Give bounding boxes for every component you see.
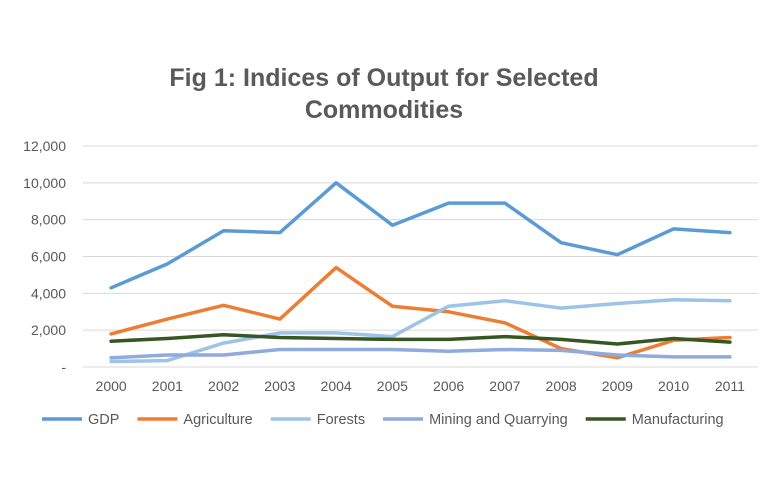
y-tick-label: 4,000: [31, 285, 66, 301]
x-tick-label: 2001: [152, 378, 183, 394]
legend-label-gdp: GDP: [88, 412, 119, 428]
chart-title-line-2: Commodities: [304, 96, 464, 124]
y-tick-label: -: [61, 359, 66, 375]
legend-label-mining-and-quarrying: Mining and Quarrying: [429, 412, 568, 428]
x-tick-label: 2006: [433, 378, 464, 394]
series-line-forests: [109, 298, 732, 364]
series-line-manufacturing: [109, 333, 732, 346]
legend-label-forests: Forests: [317, 412, 365, 428]
x-tick-label: 2009: [602, 378, 633, 394]
x-tick-label: 2002: [208, 378, 239, 394]
x-tick-label: 2005: [377, 378, 408, 394]
series-line-gdp: [109, 181, 732, 290]
y-tick-label: 8,000: [31, 212, 66, 228]
x-tick-label: 2000: [96, 378, 127, 394]
x-tick-label: 2004: [321, 378, 352, 394]
y-tick-label: 2,000: [31, 322, 66, 338]
y-tick-label: 12,000: [23, 138, 66, 154]
legend-label-manufacturing: Manufacturing: [632, 412, 724, 428]
x-tick-label: 2010: [658, 378, 689, 394]
x-tick-label: 2011: [715, 378, 745, 394]
legend-label-agriculture: Agriculture: [183, 412, 252, 428]
x-tick-label: 2003: [264, 378, 295, 394]
y-tick-label: 6,000: [31, 249, 66, 265]
y-tick-label: 10,000: [23, 175, 66, 191]
series-line-mining-and-quarrying: [109, 347, 732, 360]
x-tick-label: 2007: [489, 378, 520, 394]
x-tick-label: 2008: [546, 378, 577, 394]
series-line-agriculture: [109, 265, 732, 360]
chart-title-line-1: Fig 1: Indices of Output for Selected: [169, 64, 599, 92]
